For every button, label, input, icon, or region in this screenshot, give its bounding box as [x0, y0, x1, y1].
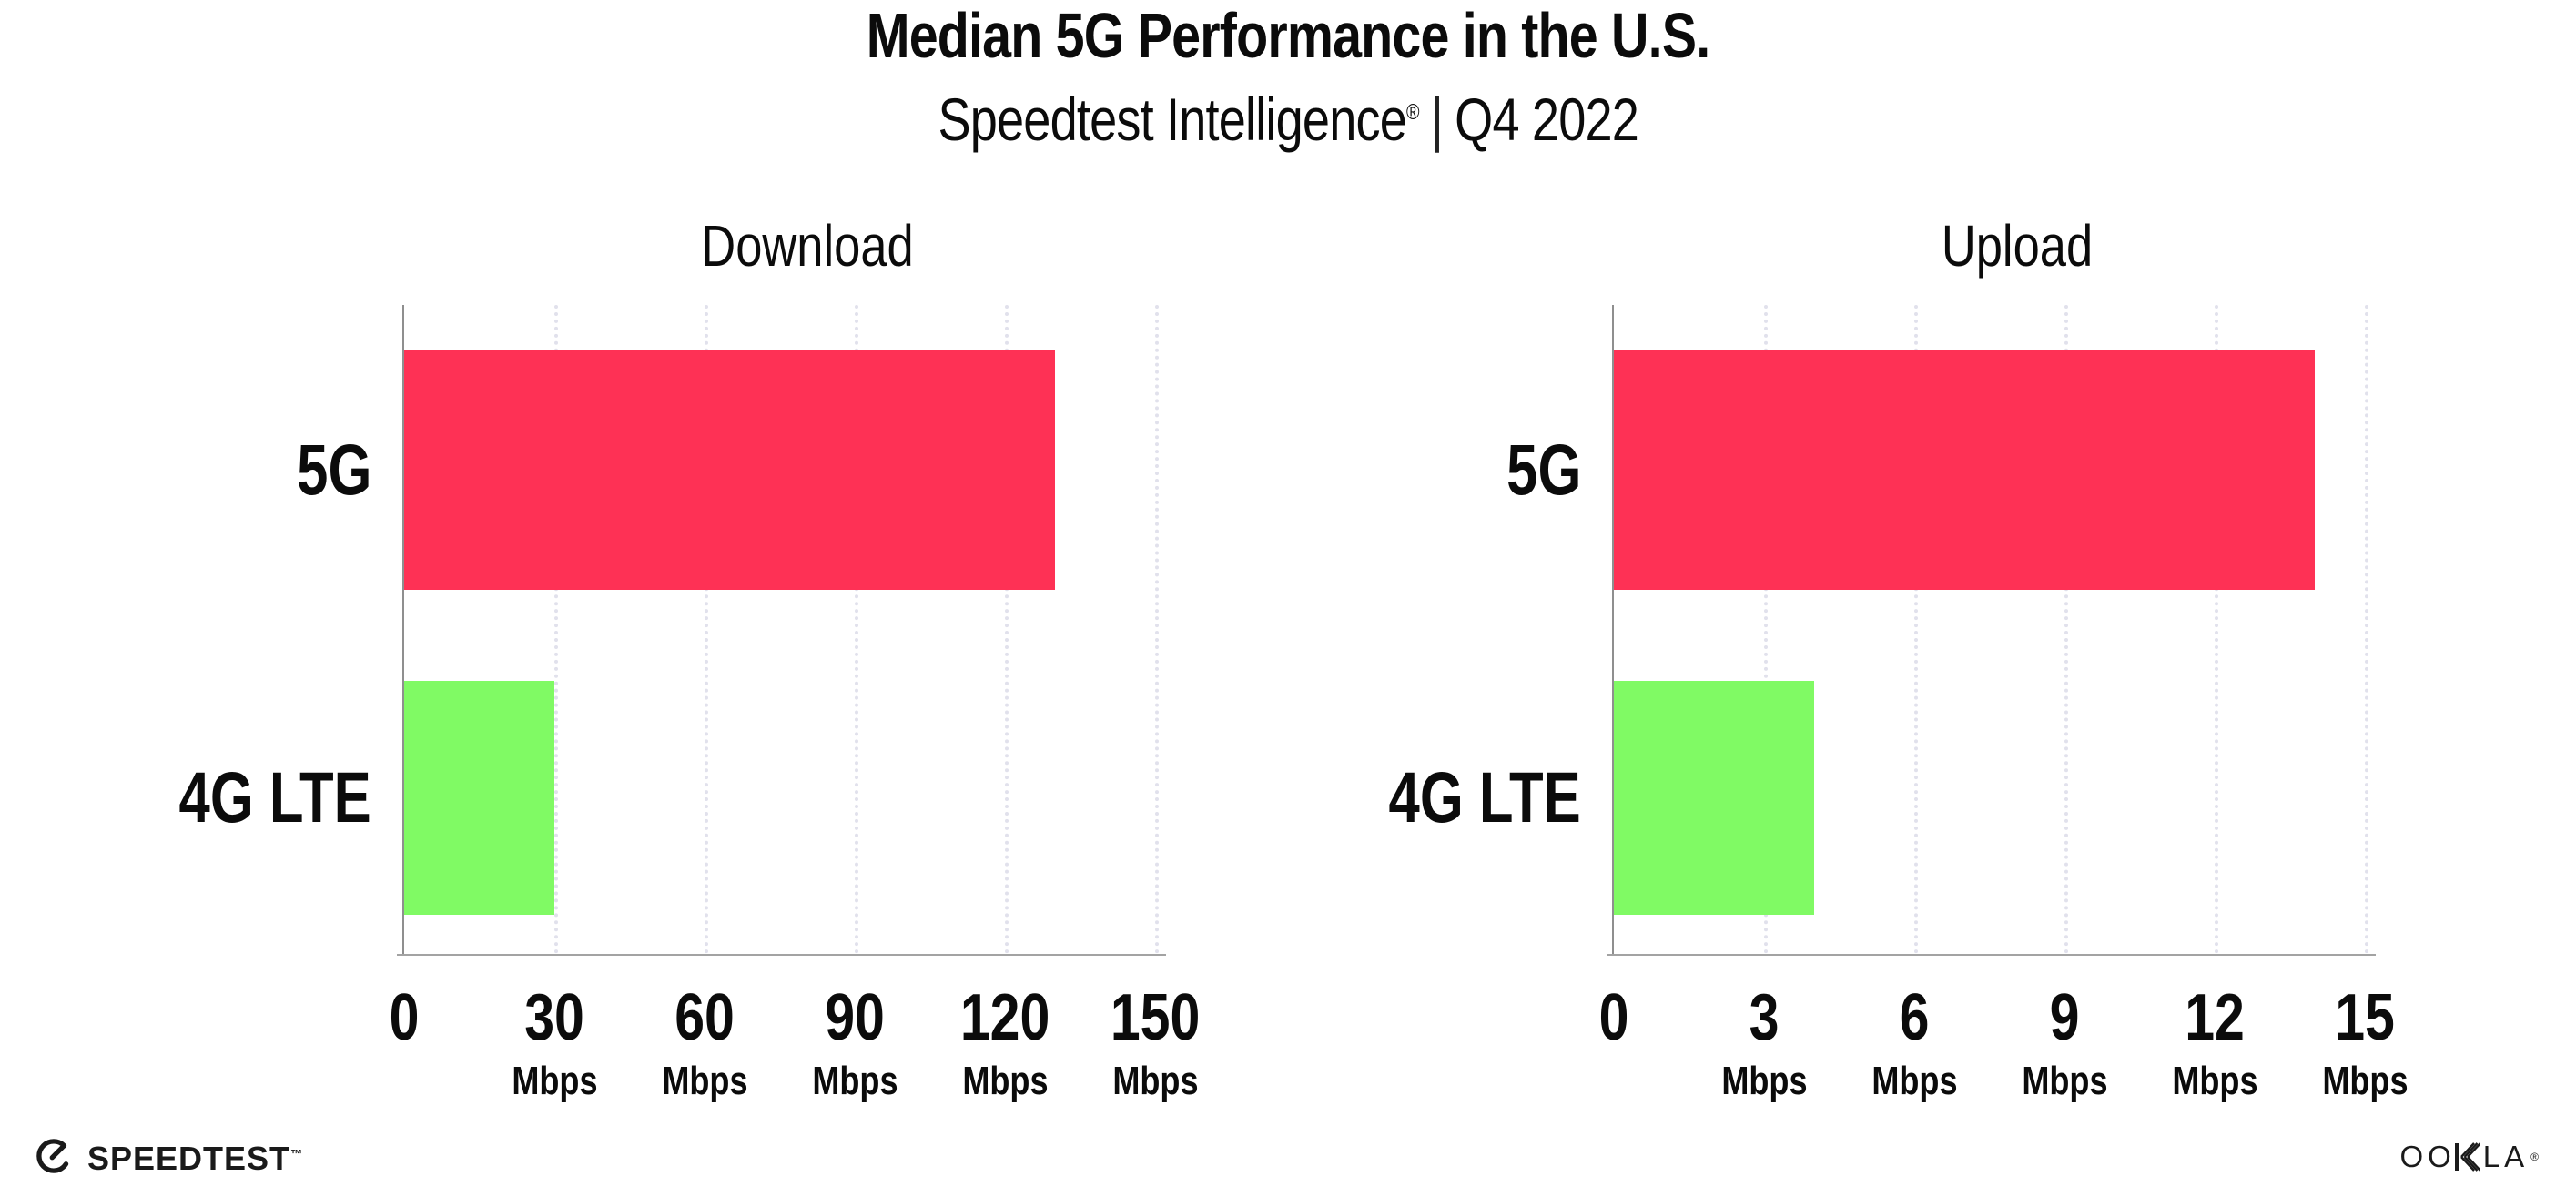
x-tick-unit-text: Mbps: [661, 1059, 748, 1103]
page-title-text: Median 5G Performance in the U.S.: [866, 0, 1710, 71]
x-tick-unit: Mbps: [745, 1060, 964, 1102]
registered-mark-icon: ®: [2530, 1151, 2543, 1163]
chart-title-text: Upload: [1941, 213, 2093, 279]
x-tick-unit: Mbps: [445, 1060, 664, 1102]
x-tick-value: 150: [1046, 984, 1264, 1051]
speedtest-wordmark: SPEEDTEST™: [87, 1139, 304, 1177]
x-tick-value-text: 12: [2185, 981, 2245, 1054]
ookla-logo: OO LA ®: [2399, 1141, 2543, 1173]
x-tick-unit-text: Mbps: [1871, 1059, 1958, 1103]
x-tick-unit-text: Mbps: [2171, 1059, 2258, 1103]
gridline: [2365, 305, 2368, 954]
x-tick-value-text: 0: [1598, 981, 1629, 1054]
x-tick-unit-text: Mbps: [511, 1059, 598, 1103]
x-tick-value-text: 60: [674, 981, 735, 1054]
x-tick-value: 0: [1505, 984, 1723, 1051]
gridline: [855, 305, 858, 954]
gridline: [554, 305, 558, 954]
bar-5g: [1614, 350, 2315, 590]
category-label-4g-lte: 4G LTE: [125, 761, 371, 834]
speedtest-gauge-icon: [36, 1139, 71, 1173]
bar-4g-lte: [1614, 681, 1814, 915]
x-tick-unit: Mbps: [896, 1060, 1114, 1102]
gridline: [2064, 305, 2068, 954]
x-tick-value: 15: [2256, 984, 2474, 1051]
chart-title-upload: Upload: [1924, 216, 2109, 276]
bar-4g-lte: [404, 681, 554, 915]
gridline: [2215, 305, 2218, 954]
x-tick-value: 9: [1955, 984, 2174, 1051]
x-tick-value-text: 6: [1899, 981, 1930, 1054]
x-tick-value: 3: [1655, 984, 1873, 1051]
chart-title-text: Download: [700, 213, 914, 279]
category-label-5g: 5G: [276, 433, 371, 506]
gridline: [1914, 305, 1918, 954]
x-tick-unit: Mbps: [1655, 1060, 1873, 1102]
y-axis: [402, 305, 404, 956]
ookla-wordmark: OO LA ®: [2399, 1141, 2543, 1173]
category-label-4g-lte: 4G LTE: [1334, 761, 1581, 834]
x-tick-unit-text: Mbps: [2321, 1059, 2409, 1103]
x-tick-value-text: 30: [524, 981, 584, 1054]
ookla-oo: OO: [2399, 1140, 2456, 1173]
x-axis: [1607, 954, 2376, 956]
gridline: [1155, 305, 1159, 954]
y-axis: [1612, 305, 1614, 956]
x-tick-value-text: 90: [825, 981, 885, 1054]
subtitle-brand: Speedtest Intelligence: [938, 86, 1406, 153]
subtitle-separator: |: [1430, 86, 1444, 153]
ookla-striped-k-icon: [2454, 1142, 2480, 1172]
trademark-icon: ™: [290, 1146, 304, 1161]
category-label-text: 4G LTE: [178, 756, 371, 837]
x-tick-value: 90: [745, 984, 964, 1051]
gridline: [1764, 305, 1768, 954]
category-label-text: 5G: [1506, 429, 1581, 510]
plot-area-download: 5G 4G LTE Download 0 30 Mbps 60 Mbps 90 Mbps 120 Mb…: [179, 216, 1200, 1102]
category-label-text: 5G: [296, 429, 371, 510]
x-tick-value-text: 15: [2335, 981, 2395, 1054]
x-tick-unit-text: Mbps: [2021, 1059, 2108, 1103]
x-tick-value-text: 3: [1749, 981, 1780, 1054]
category-label-5g: 5G: [1486, 433, 1581, 506]
x-tick-value: 6: [1805, 984, 2023, 1051]
x-tick-unit-text: Mbps: [811, 1059, 898, 1103]
x-tick-unit: Mbps: [1955, 1060, 2174, 1102]
x-tick-unit-text: Mbps: [1111, 1059, 1199, 1103]
x-tick-value: 60: [595, 984, 814, 1051]
plot-area-upload: 5G 4G LTE Upload 0 3 Mbps 6 Mbps 9 Mbps 12 Mbps 15 Mb…: [1389, 216, 2408, 1102]
x-tick-value-text: 9: [2049, 981, 2080, 1054]
x-tick-unit: Mbps: [1046, 1060, 1264, 1102]
page-title: Median 5G Performance in the U.S.: [0, 2, 2576, 69]
x-tick-value: 120: [896, 984, 1114, 1051]
x-axis: [397, 954, 1166, 956]
x-tick-unit: Mbps: [595, 1060, 814, 1102]
x-tick-unit: Mbps: [1805, 1060, 2023, 1102]
gridline: [705, 305, 708, 954]
x-tick-value: 0: [295, 984, 513, 1051]
x-tick-value: 30: [445, 984, 664, 1051]
x-tick-value-text: 0: [389, 981, 420, 1054]
x-tick-unit-text: Mbps: [1720, 1059, 1808, 1103]
x-tick-unit: Mbps: [2256, 1060, 2474, 1102]
ookla-la: LA: [2482, 1140, 2530, 1173]
subtitle-period: Q4 2022: [1454, 86, 1639, 153]
x-tick-unit: Mbps: [2105, 1060, 2324, 1102]
x-tick-value: 12: [2105, 984, 2324, 1051]
registered-mark-icon: ®: [1405, 100, 1419, 125]
x-tick-value-text: 120: [959, 981, 1050, 1054]
x-tick-value-text: 150: [1110, 981, 1201, 1054]
x-tick-unit-text: Mbps: [961, 1059, 1049, 1103]
chart-title-download: Download: [677, 216, 937, 276]
gridline: [1005, 305, 1009, 954]
bar-5g: [404, 350, 1055, 590]
page-subtitle: Speedtest Intelligence® | Q4 2022: [0, 87, 2576, 151]
speedtest-logo: SPEEDTEST™: [33, 1135, 303, 1177]
category-label-text: 4G LTE: [1388, 756, 1581, 837]
